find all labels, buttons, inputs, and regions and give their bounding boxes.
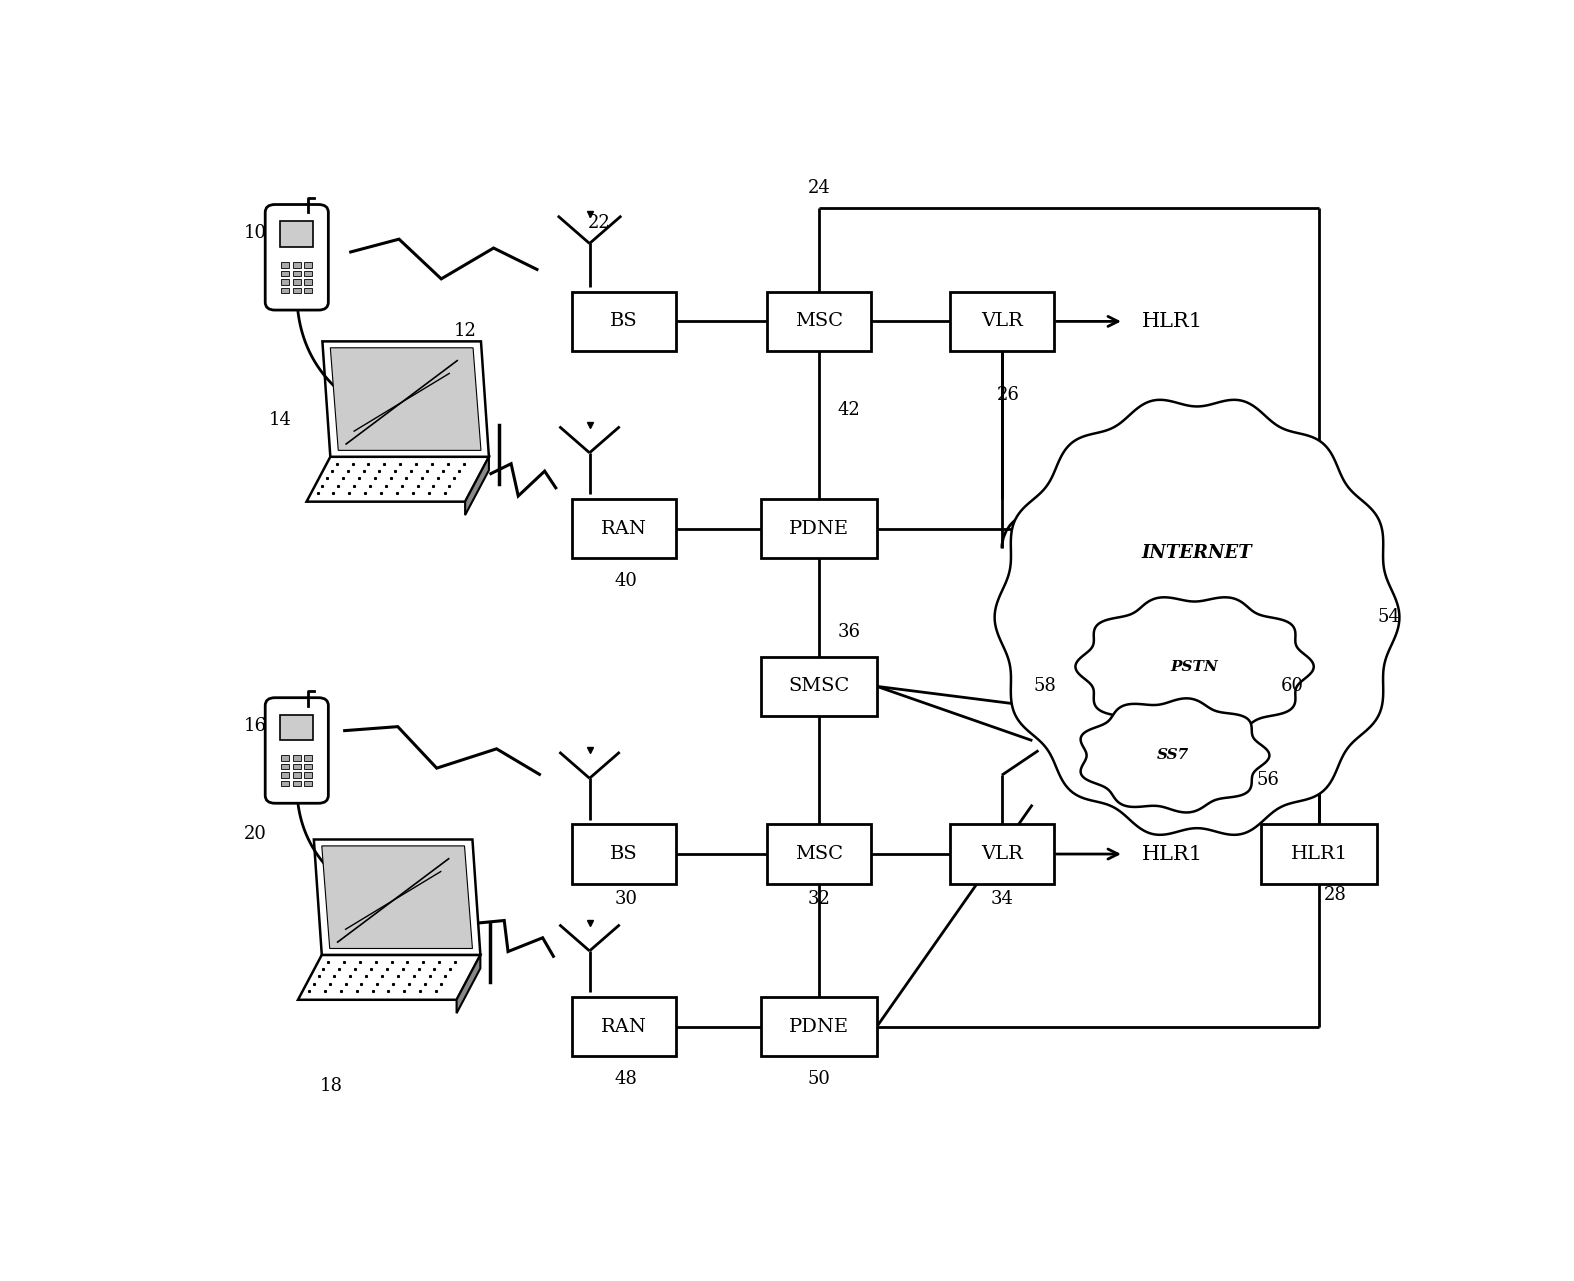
Text: 12: 12 (453, 323, 477, 341)
Text: VLR: VLR (981, 313, 1023, 330)
Bar (293, 288, 301, 293)
Bar (282, 270, 290, 277)
Text: VLR: VLR (981, 845, 1023, 863)
Bar (282, 279, 290, 284)
Text: HLR1: HLR1 (1291, 845, 1347, 863)
Polygon shape (331, 347, 482, 451)
Text: 56: 56 (1256, 771, 1280, 789)
Bar (304, 288, 313, 293)
Text: PSTN: PSTN (1171, 660, 1218, 674)
Polygon shape (466, 457, 490, 515)
Bar (293, 263, 301, 268)
Bar (760, 997, 877, 1057)
Text: PDNE: PDNE (789, 520, 848, 538)
Bar (304, 781, 313, 787)
Bar (304, 756, 313, 761)
Polygon shape (313, 839, 480, 954)
Bar (951, 825, 1053, 884)
Bar (571, 292, 675, 351)
Bar (293, 279, 301, 284)
Text: 14: 14 (268, 411, 291, 429)
Text: BS: BS (609, 313, 637, 330)
Text: BS: BS (609, 845, 637, 863)
Polygon shape (321, 845, 472, 948)
Text: SMSC: SMSC (789, 678, 850, 696)
Polygon shape (297, 954, 480, 999)
Text: 54: 54 (1377, 608, 1399, 626)
Bar (293, 270, 301, 277)
Bar (1261, 825, 1377, 884)
Text: HLR1: HLR1 (1143, 311, 1203, 330)
Bar (951, 292, 1053, 351)
Text: 32: 32 (807, 890, 831, 908)
Text: 50: 50 (807, 1070, 831, 1088)
Polygon shape (1081, 698, 1269, 812)
Bar (282, 756, 290, 761)
Text: 18: 18 (320, 1077, 343, 1095)
Bar (571, 500, 675, 559)
Text: PDNE: PDNE (789, 1017, 848, 1035)
Text: 26: 26 (996, 387, 1020, 405)
Bar (293, 756, 301, 761)
FancyBboxPatch shape (264, 205, 329, 310)
Bar (293, 763, 301, 770)
Bar (767, 292, 870, 351)
Text: RAN: RAN (601, 520, 647, 538)
Text: 24: 24 (807, 179, 829, 197)
Text: 16: 16 (244, 717, 268, 735)
Polygon shape (323, 341, 490, 457)
FancyBboxPatch shape (264, 698, 329, 803)
Polygon shape (1075, 597, 1314, 737)
Bar (293, 772, 301, 778)
Text: 30: 30 (614, 890, 637, 908)
Text: 20: 20 (244, 825, 266, 843)
Bar (282, 772, 290, 778)
Text: 48: 48 (615, 1070, 637, 1088)
Text: HLR1: HLR1 (1143, 844, 1203, 863)
Bar (571, 825, 675, 884)
Bar (280, 715, 313, 739)
Bar (280, 222, 313, 246)
Text: 28: 28 (1324, 886, 1346, 904)
Bar (304, 279, 313, 284)
Text: 42: 42 (837, 401, 861, 419)
Bar (760, 500, 877, 559)
Bar (304, 263, 313, 268)
Bar (304, 763, 313, 770)
Bar (293, 781, 301, 787)
Text: 34: 34 (990, 890, 1014, 908)
Bar (282, 263, 290, 268)
Text: INTERNET: INTERNET (1141, 544, 1253, 562)
Text: MSC: MSC (795, 845, 842, 863)
Polygon shape (307, 457, 490, 502)
Text: 60: 60 (1281, 678, 1303, 696)
Bar (282, 781, 290, 787)
Text: 22: 22 (589, 214, 611, 232)
Bar (304, 772, 313, 778)
Polygon shape (456, 954, 480, 1013)
Bar (767, 825, 870, 884)
Text: 58: 58 (1033, 678, 1056, 696)
Bar (304, 270, 313, 277)
Bar (760, 657, 877, 716)
Bar (282, 288, 290, 293)
Text: SS7: SS7 (1157, 748, 1188, 762)
Polygon shape (995, 400, 1399, 835)
Text: RAN: RAN (601, 1017, 647, 1035)
Text: MSC: MSC (795, 313, 842, 330)
Text: 36: 36 (837, 623, 861, 640)
Bar (571, 997, 675, 1057)
Text: 40: 40 (615, 571, 637, 589)
Text: 10: 10 (244, 224, 268, 242)
Bar (282, 763, 290, 770)
